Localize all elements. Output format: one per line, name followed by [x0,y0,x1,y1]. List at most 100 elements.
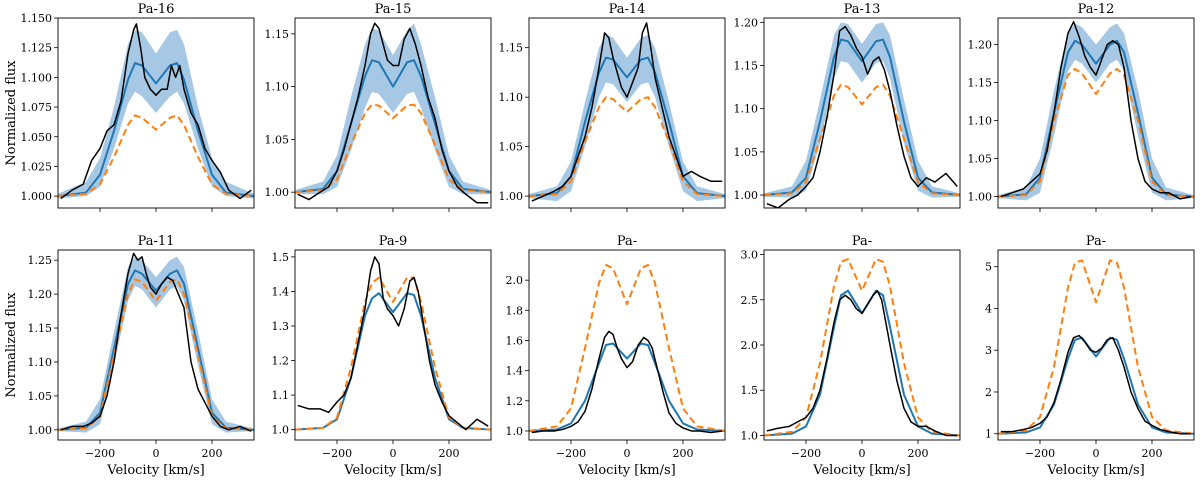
x-tick-label: 0 [1093,447,1100,460]
y-tick-label: 1.3 [272,320,290,333]
panel-9: Pa- 1.0 1.5 2.0 2.5 3.0 −200 0 200 Velocity [km/s… [741,234,961,478]
axes-frame [294,249,492,441]
axes-frame [528,249,726,441]
observed-line [1000,21,1192,200]
observed-line [766,25,958,208]
plot-area [295,22,491,204]
y-tick-label: 1.00 [265,186,290,199]
y-tick-label: 1 [985,428,992,441]
y-tick-label: 1.100 [21,71,53,84]
panel-title: Pa-11 [138,234,175,249]
uncertainty-band [998,23,1194,201]
x-tick-label: 200 [908,447,929,460]
model-line [529,342,725,432]
y-tick-label: 1.05 [265,133,290,146]
axes-frame [528,17,726,209]
plot-area [58,23,254,200]
model-line [295,292,491,431]
panel-1: Pa-16 1.000 1.025 1.050 1.075 1.100 1.125 1.150… [4,2,255,212]
x-tick-label: −200 [322,447,352,460]
y-tick-label: 1.20 [968,39,993,52]
y-tick-label: 1.05 [28,390,53,403]
y-tick-label: 1.10 [28,356,53,369]
model-line [58,269,254,431]
panel-title: Pa-16 [138,2,175,17]
observed-line [531,330,723,434]
panel-title: Pa-13 [844,2,881,17]
y-tick-label: 1.025 [21,160,53,173]
y-tick-label: 1.6 [506,334,524,347]
dashed-model-line [529,96,725,198]
observed-line [531,22,723,202]
y-tick-label: 1.15 [968,77,993,90]
observed-line [1000,334,1192,435]
dashed-model-line [998,259,1194,435]
y-tick-label: 1.0 [741,429,759,442]
panel-10: Pa- 1 2 3 4 5 −200 0 200 Velocity [km/s] [985,234,1195,478]
y-tick-label: 2.0 [506,274,524,287]
axes-frame [997,249,1195,441]
observed-line [60,23,252,200]
y-axis-label: Normalized flux [4,292,19,398]
panel-5: Pa-12 1.00 1.05 1.10 1.15 1.20 [968,2,1195,212]
x-tick-label: 0 [390,447,397,460]
dashed-model-line [764,258,960,437]
y-tick-label: 1.4 [506,365,524,378]
observed-line [60,252,252,432]
observed-line [297,256,489,431]
y-tick-label: 1.2 [272,355,290,368]
x-tick-label: 200 [439,447,460,460]
plot-area [529,264,725,434]
uncertainty-band [764,22,960,198]
y-tick-label: 1.1 [272,389,290,402]
plot-area [529,22,725,202]
model-line [998,39,1194,198]
dashed-model-line [58,114,254,198]
axes-frame [763,249,961,441]
x-tick-label: 200 [673,447,694,460]
x-axis-label: Velocity [km/s] [577,463,675,478]
y-tick-label: 1.4 [272,285,290,298]
uncertainty-band [58,29,254,199]
y-tick-label: 1.5 [272,251,290,264]
model-line [529,56,725,198]
panel-6: Pa-11 1.00 1.05 1.10 1.15 1.20 1.25 −200 0 200 Vel… [4,234,255,478]
x-tick-label: 0 [624,447,631,460]
plot-area [58,252,254,433]
panel-title: Pa-9 [379,234,408,249]
uncertainty-band [295,23,491,195]
panel-4: Pa-13 1.00 1.05 1.10 1.15 1.20 [734,2,961,212]
panel-title: Pa- [617,234,637,249]
y-tick-label: 1.8 [506,304,524,317]
observed-line [766,289,958,437]
x-tick-label: −200 [556,447,586,460]
dashed-model-line [998,67,1194,198]
x-axis-label: Velocity [km/s] [812,463,910,478]
panel-title: Pa-14 [609,2,646,17]
y-tick-label: 3 [985,344,992,357]
dashed-model-line [529,264,725,432]
panel-3: Pa-14 1.00 1.05 1.10 1.15 [499,2,726,212]
panel-2: Pa-15 1.00 1.05 1.10 1.15 [265,2,492,212]
y-tick-label: 1.20 [734,16,759,29]
y-axis-label: Normalized flux [4,60,19,166]
y-tick-label: 1.10 [968,115,993,128]
dashed-model-line [295,103,491,194]
y-tick-label: 1.2 [506,395,524,408]
y-tick-label: 1.00 [499,190,524,203]
panel-title: Pa-12 [1078,2,1115,17]
y-tick-label: 2 [985,386,992,399]
y-tick-label: 1.00 [734,189,759,202]
plot-area [764,258,960,437]
y-tick-label: 1.15 [265,28,290,41]
x-axis-label: Velocity [km/s] [343,463,441,478]
plot-area [295,256,491,431]
dashed-model-line [295,276,491,431]
y-tick-label: 1.5 [741,384,759,397]
y-tick-label: 1.10 [499,91,524,104]
y-tick-label: 1.00 [28,424,53,437]
panel-title: Pa-15 [375,2,412,17]
y-tick-label: 2.0 [741,339,759,352]
dashed-model-line [58,278,254,431]
uncertainty-band [58,256,254,433]
